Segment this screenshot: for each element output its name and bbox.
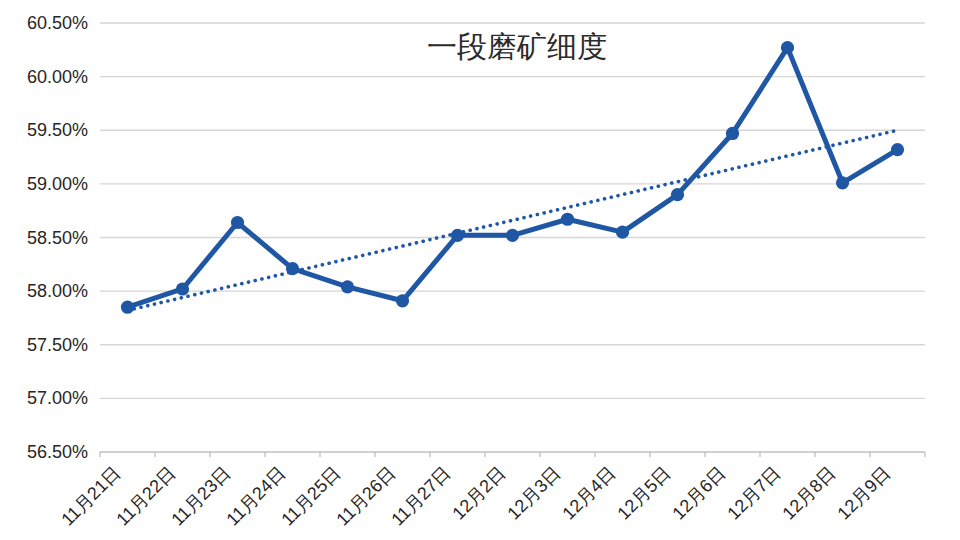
y-axis-label: 60.00% [27,67,88,87]
chart-title: 一段磨矿细度 [427,30,607,63]
data-point-marker [726,127,739,140]
y-axis-label: 57.00% [27,388,88,408]
x-axis-label: 12月7日 [723,463,784,524]
chart-canvas: 56.50% 57.00% 57.50% 58.00% 58.50% 59.00% 59.5… [0,0,960,540]
x-axis-label: 12月8日 [778,463,839,524]
y-axis-label: 59.00% [27,174,88,194]
x-axis-label: 12月9日 [833,463,894,524]
x-axis-label: 12月4日 [558,463,619,524]
x-axis-label: 11月26日 [332,463,399,530]
y-axis-label: 56.50% [27,442,88,462]
axis-layer [100,452,925,457]
data-point-marker [506,229,519,242]
data-point-marker [341,280,354,293]
x-axis-label: 11月24日 [222,463,289,530]
data-point-marker [836,176,849,189]
data-point-marker [561,213,574,226]
x-axis-label: 12月5日 [613,463,674,524]
x-axis-label: 12月6日 [668,463,729,524]
x-axis-label: 11月25日 [277,463,344,530]
x-axis-label: 11月27日 [387,463,454,530]
data-point-marker [671,188,684,201]
x-axis-label: 12月2日 [448,463,509,524]
data-point-marker [121,301,134,314]
y-axis-label: 58.00% [27,281,88,301]
data-point-marker [891,143,904,156]
x-axis-label: 11月21日 [57,463,124,530]
data-point-marker [396,294,409,307]
data-point-marker [451,229,464,242]
data-point-marker [286,262,299,275]
x-axis-label: 12月3日 [503,463,564,524]
data-point-marker [616,226,629,239]
y-axis-label: 59.50% [27,120,88,140]
data-point-marker [176,282,189,295]
y-axis-label: 58.50% [27,228,88,248]
data-point-marker [781,41,794,54]
y-axis-label: 60.50% [27,13,88,33]
y-axis-label: 57.50% [27,335,88,355]
grinding-fineness-line-chart: 56.50% 57.00% 57.50% 58.00% 58.50% 59.00% 59.5… [0,0,960,540]
x-axis-label: 11月23日 [167,463,234,530]
series-line [128,48,898,308]
series-layer [121,41,904,314]
x-axis-label: 11月22日 [112,463,179,530]
data-point-marker [231,216,244,229]
